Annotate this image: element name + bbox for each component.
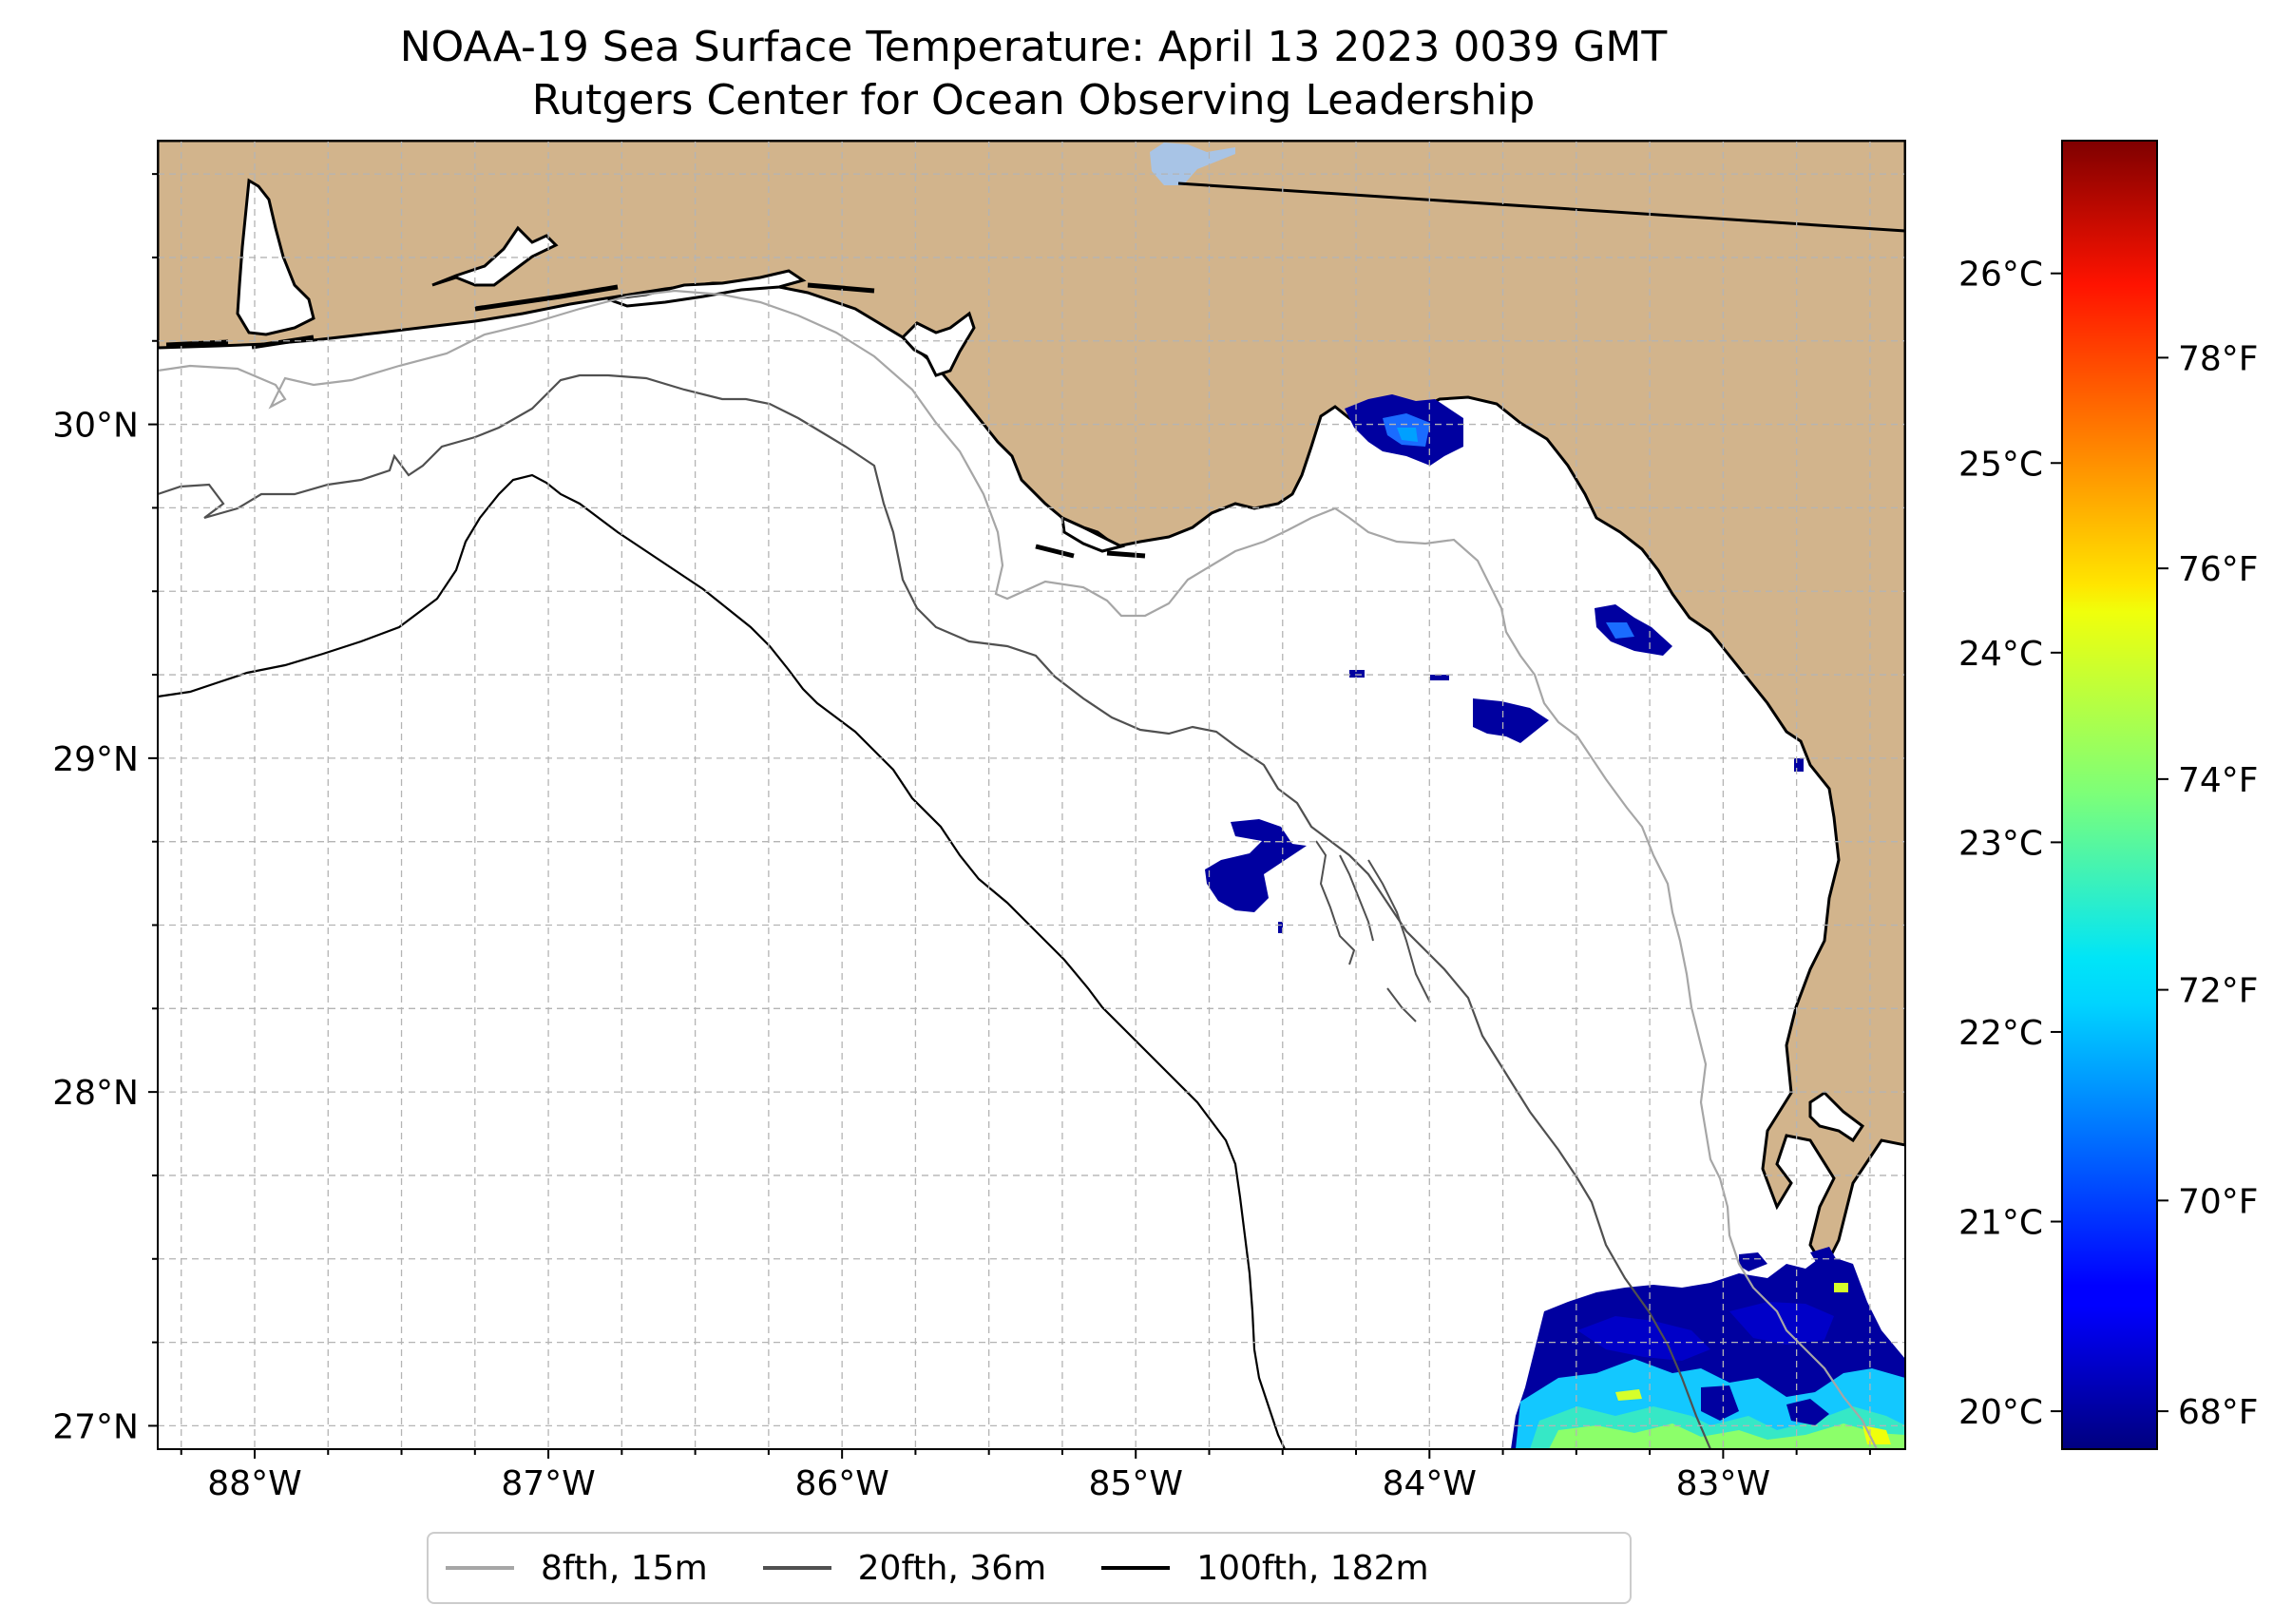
legend-item-8fth: 8fth, 15m xyxy=(429,1534,746,1602)
celsius-tick-label: 24°C xyxy=(1958,635,2043,674)
tampa-bay xyxy=(1808,1091,1865,1143)
legend-item-20fth: 20fth, 36m xyxy=(746,1534,1085,1602)
celsius-tick-label: 26°C xyxy=(1958,256,2043,295)
map-area xyxy=(158,141,1905,1449)
celsius-tick-label: 25°C xyxy=(1958,445,2043,484)
gridlines xyxy=(158,141,1905,1449)
choctawhatchee-bay xyxy=(607,269,807,308)
lon-axis: 88°W 87°W 86°W 85°W 84°W 83°W xyxy=(180,1449,1871,1503)
state-border xyxy=(1177,182,1905,233)
fahrenheit-tick-label: 78°F xyxy=(2178,339,2259,378)
fahrenheit-tick-label: 68°F xyxy=(2178,1393,2259,1432)
contour-20fth xyxy=(158,373,1712,1449)
lon-tick-label: 88°W xyxy=(207,1464,301,1503)
colorbar xyxy=(2061,140,2158,1450)
legend: 8fth, 15m 20fth, 36m 100fth, 182m xyxy=(427,1532,1632,1604)
celsius-tick-label: 21°C xyxy=(1958,1204,2043,1243)
contour-8fth xyxy=(158,289,1878,1449)
lon-tick-label: 86°W xyxy=(794,1464,888,1503)
legend-swatch-20fth xyxy=(762,1566,831,1570)
colorbar-fahrenheit-ticks: 68°F 70°F 72°F 74°F 76°F 78°F xyxy=(2157,339,2259,1432)
land-panhandle xyxy=(158,141,1905,1272)
lon-tick-label: 85°W xyxy=(1089,1464,1183,1503)
contour-20fth-islands xyxy=(1315,840,1431,1022)
lat-axis: 27°N 28°N 29°N 30°N xyxy=(52,173,158,1446)
legend-swatch-8fth xyxy=(446,1566,514,1570)
pensacola-bay xyxy=(431,225,559,287)
celsius-tick-label: 23°C xyxy=(1958,824,2043,863)
lat-tick-label: 30°N xyxy=(52,407,139,446)
fahrenheit-tick-label: 76°F xyxy=(2178,550,2259,589)
lat-tick-label: 29°N xyxy=(52,740,139,779)
title-line-1: NOAA-19 Sea Surface Temperature: April 1… xyxy=(399,23,1668,71)
lake-seminole xyxy=(1150,143,1235,185)
legend-label-20fth: 20fth, 36m xyxy=(857,1548,1047,1588)
apalachicola-bay xyxy=(1060,515,1126,553)
lon-tick-label: 87°W xyxy=(501,1464,595,1503)
map-frame xyxy=(157,140,1906,1450)
contour-100fth xyxy=(158,473,1286,1449)
fahrenheit-tick-label: 70°F xyxy=(2178,1182,2259,1221)
fahrenheit-tick-label: 72°F xyxy=(2178,972,2259,1011)
lon-tick-label: 84°W xyxy=(1383,1464,1477,1503)
colorbar-celsius-ticks: 20°C 21°C 22°C 23°C 24°C 25°C 26°C xyxy=(1958,256,2062,1432)
lat-tick-label: 27°N xyxy=(52,1407,139,1446)
celsius-tick-label: 20°C xyxy=(1958,1393,2043,1432)
fahrenheit-tick-label: 74°F xyxy=(2178,761,2259,800)
st-andrews-bay xyxy=(900,311,976,377)
sst-data xyxy=(1205,394,1905,1449)
legend-label-8fth: 8fth, 15m xyxy=(541,1548,708,1588)
celsius-tick-label: 22°C xyxy=(1958,1014,2043,1053)
barrier-islands xyxy=(165,282,1146,559)
legend-item-100fth: 100fth, 182m xyxy=(1084,1534,1466,1602)
legend-label-100fth: 100fth, 182m xyxy=(1196,1548,1429,1588)
title-line-2: Rutgers Center for Ocean Observing Leade… xyxy=(531,76,1536,124)
legend-swatch-100fth xyxy=(1101,1566,1171,1570)
lon-tick-label: 83°W xyxy=(1676,1464,1770,1503)
lat-tick-label: 28°N xyxy=(52,1074,139,1113)
